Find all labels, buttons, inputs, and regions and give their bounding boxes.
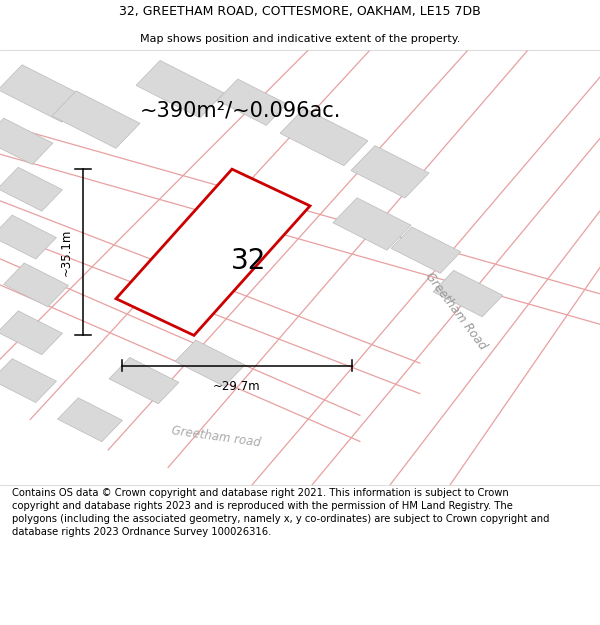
Text: 32, GREETHAM ROAD, COTTESMORE, OAKHAM, LE15 7DB: 32, GREETHAM ROAD, COTTESMORE, OAKHAM, L… — [119, 4, 481, 18]
Polygon shape — [0, 215, 56, 259]
Text: Greetham Road: Greetham Road — [423, 270, 489, 352]
Polygon shape — [0, 168, 62, 211]
Polygon shape — [333, 198, 411, 250]
Polygon shape — [0, 359, 56, 403]
Polygon shape — [217, 79, 287, 126]
Polygon shape — [116, 169, 310, 336]
Text: 32: 32 — [232, 247, 266, 275]
Text: Contains OS data © Crown copyright and database right 2021. This information is : Contains OS data © Crown copyright and d… — [12, 488, 550, 538]
Polygon shape — [175, 340, 245, 386]
Text: Map shows position and indicative extent of the property.: Map shows position and indicative extent… — [140, 34, 460, 44]
Polygon shape — [109, 357, 179, 404]
Polygon shape — [52, 91, 140, 148]
Text: ~29.7m: ~29.7m — [213, 380, 261, 393]
Polygon shape — [280, 108, 368, 166]
Polygon shape — [0, 118, 53, 164]
Polygon shape — [58, 398, 122, 442]
Text: ~390m²/~0.096ac.: ~390m²/~0.096ac. — [139, 101, 341, 121]
Text: ~35.1m: ~35.1m — [59, 229, 73, 276]
Polygon shape — [0, 65, 86, 122]
Text: Greetham road: Greetham road — [170, 424, 262, 450]
Polygon shape — [433, 271, 503, 317]
Polygon shape — [4, 263, 68, 307]
Polygon shape — [391, 227, 461, 273]
Polygon shape — [136, 61, 224, 118]
Polygon shape — [0, 311, 62, 354]
Polygon shape — [351, 146, 429, 198]
